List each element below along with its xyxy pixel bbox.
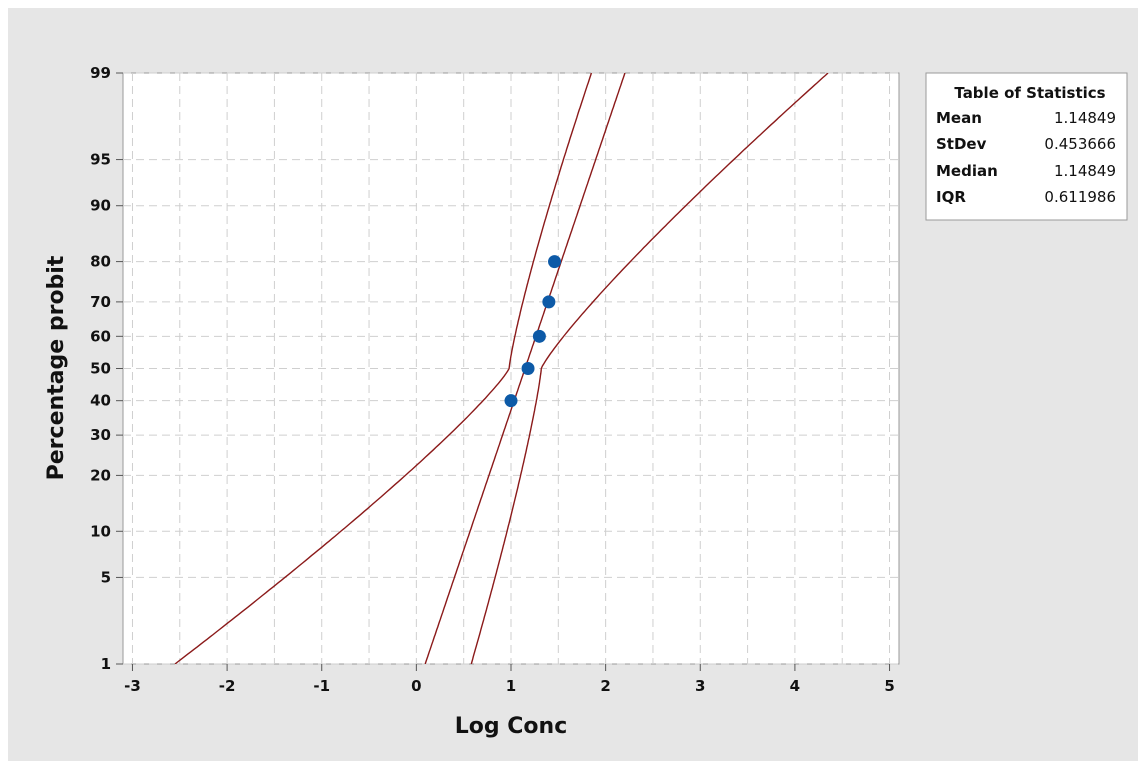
stat-label-stdev: StDev	[936, 135, 987, 153]
y-tick-label: 30	[90, 426, 111, 444]
y-tick-label: 1	[101, 655, 111, 673]
x-tick-label: 3	[695, 677, 705, 695]
y-tick-label: 5	[101, 568, 111, 586]
y-tick-label: 90	[90, 197, 111, 215]
x-axis-title: Log Conc	[455, 714, 568, 739]
statistics-table-title: Table of Statistics	[954, 84, 1105, 102]
x-tick-label: -1	[313, 677, 330, 695]
x-tick-label: 2	[600, 677, 610, 695]
y-tick-label: 40	[90, 392, 111, 410]
data-point	[532, 329, 546, 343]
x-tick-label: -3	[124, 677, 141, 695]
y-tick-label: 99	[90, 64, 111, 82]
y-axis-title: Percentage probit	[44, 255, 69, 480]
stat-value-iqr: 0.611986	[1044, 188, 1116, 206]
y-tick-label: 95	[90, 151, 111, 169]
statistics-table: Table of Statistics Mean 1.14849 StDev 0…	[925, 72, 1128, 221]
plot-area	[122, 72, 900, 665]
data-point	[542, 295, 556, 309]
statistics-table-border	[925, 72, 1128, 221]
stat-value-stdev: 0.453666	[1044, 135, 1116, 153]
data-points	[504, 255, 562, 408]
stat-label-mean: Mean	[936, 109, 982, 127]
y-tick-label: 80	[90, 253, 111, 271]
data-point	[521, 362, 535, 375]
axes: -3 -2 -1 0 1 2 3 4 5 1 5 10 20 30 40 50 60 70 80 90 95 99	[90, 64, 895, 695]
y-tick-label: 20	[90, 466, 111, 484]
confidence-band-right	[470, 73, 829, 664]
x-tick-label: 0	[411, 677, 421, 695]
grid-lines	[123, 72, 899, 665]
confidence-band-left	[174, 73, 593, 664]
y-tick-label: 10	[90, 522, 111, 540]
stat-value-mean: 1.14849	[1054, 109, 1116, 127]
y-tick-label: 60	[90, 327, 111, 345]
y-tick-label: 70	[90, 293, 111, 311]
x-tick-label: 1	[506, 677, 516, 695]
x-tick-label: 4	[790, 677, 800, 695]
stat-label-iqr: IQR	[936, 188, 966, 206]
data-point	[504, 394, 518, 408]
x-tick-label: 5	[884, 677, 894, 695]
stat-label-median: Median	[936, 162, 998, 180]
stat-value-median: 1.14849	[1054, 162, 1116, 180]
data-point	[548, 255, 562, 269]
x-tick-label: -2	[219, 677, 236, 695]
y-tick-label: 50	[90, 360, 111, 378]
